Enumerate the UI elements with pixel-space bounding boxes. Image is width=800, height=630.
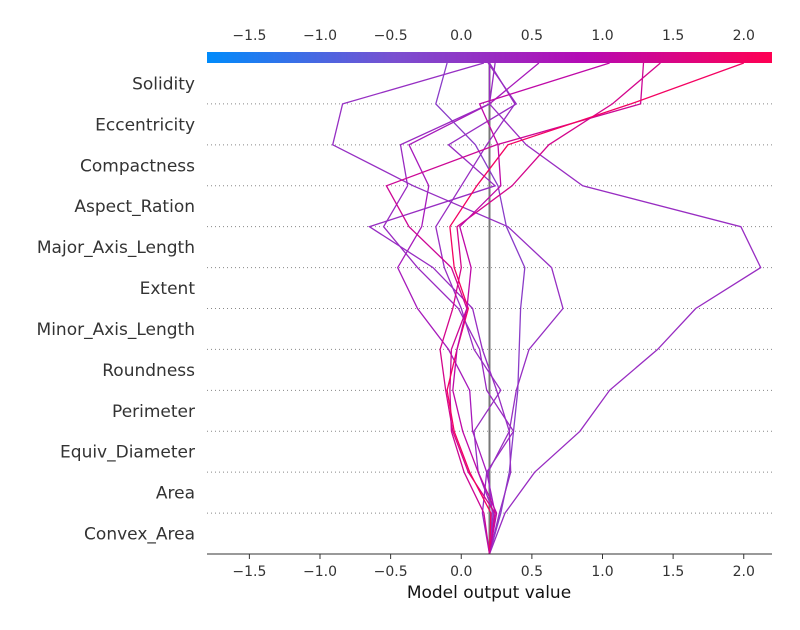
bottom-tick-label: 1.0 [591,564,613,580]
bottom-tick-label: −0.5 [374,564,408,580]
feature-label: Extent [140,279,196,299]
x-axis-title: Model output value [407,583,571,603]
top-tick-label: −1.5 [232,28,266,44]
feature-label: Area [156,484,195,504]
decision-line [452,62,610,555]
colorbar [207,52,772,63]
decision-line [446,62,745,555]
decision-line [488,63,762,555]
top-tick-label: 1.0 [591,28,613,44]
feature-label: Equiv_Diameter [60,443,195,463]
feature-label: Solidity [132,74,195,94]
feature-label: Convex_Area [84,525,195,545]
top-axis-tick-labels: −1.5 −1.0 −0.5 0.0 0.5 1.0 1.5 2.0 [232,28,755,44]
feature-label: Roundness [102,361,195,381]
feature-label: Aspect_Ration [74,197,195,217]
decision-lines [331,62,762,555]
feature-label: Perimeter [112,402,195,422]
top-tick-label: −0.5 [374,28,408,44]
feature-label: Eccentricity [95,115,195,135]
decision-line [367,62,518,555]
bottom-axis-ticks: −1.5 −1.0 −0.5 0.0 0.5 1.0 1.5 2.0 [232,554,755,580]
top-tick-label: 0.5 [521,28,543,44]
feature-label: Major_Axis_Length [37,238,195,258]
bottom-tick-label: −1.5 [232,564,266,580]
bottom-tick-label: −1.0 [303,564,337,580]
top-tick-label: 2.0 [733,28,755,44]
top-tick-label: −1.0 [303,28,337,44]
bottom-tick-label: 1.5 [662,564,684,580]
decision-line [331,62,564,555]
bottom-tick-label: 0.0 [450,564,472,580]
top-tick-label: 0.0 [450,28,472,44]
decision-line [382,62,515,555]
bottom-tick-label: 2.0 [733,564,755,580]
decision-line [439,62,661,555]
feature-label: Minor_Axis_Length [37,320,195,340]
top-tick-label: 1.5 [662,28,684,44]
decision-line [435,62,526,555]
bottom-tick-label: 0.5 [521,564,543,580]
feature-labels: Solidity Eccentricity Compactness Aspect_Ra… [37,74,196,544]
feature-label: Compactness [80,156,195,176]
